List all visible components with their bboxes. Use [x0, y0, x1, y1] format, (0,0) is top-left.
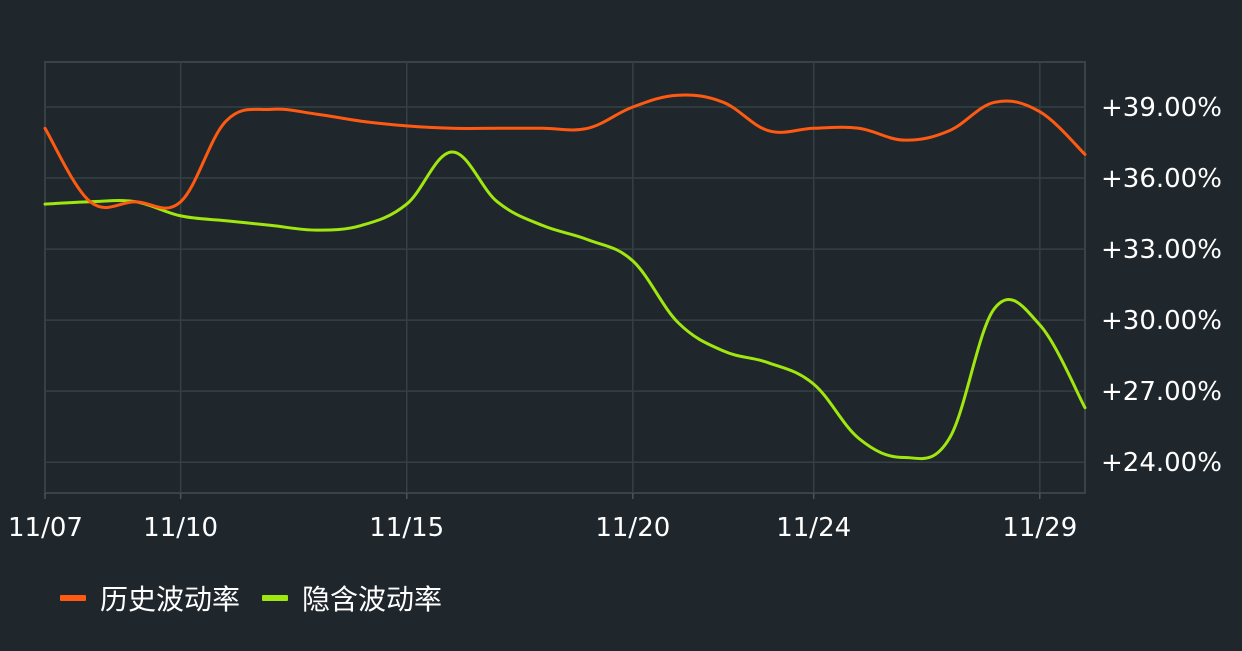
- legend-label-historical: 历史波动率: [100, 583, 241, 616]
- y-tick-label: +27.00%: [1101, 377, 1222, 407]
- y-tick-label: +36.00%: [1101, 164, 1222, 194]
- plot-frame: [44, 61, 1086, 494]
- x-tick-label: 11/20: [595, 513, 670, 543]
- legend-item-implied-volatility[interactable]: 隐含波动率: [262, 578, 442, 618]
- chart-legend: 历史波动率 隐含波动率: [60, 576, 442, 620]
- y-tick-label: +30.00%: [1101, 306, 1222, 336]
- y-tick-label: +24.00%: [1101, 448, 1222, 478]
- x-tick-label: 11/07: [8, 513, 83, 543]
- x-tick-label: 11/29: [1002, 513, 1077, 543]
- legend-swatch-historical: [60, 595, 86, 601]
- x-tick-label: 11/10: [143, 513, 218, 543]
- volatility-chart: +39.00% +36.00% +33.00% +30.00% +27.00% +24.0…: [8, 61, 1222, 543]
- series-line-implied-volatility: [43, 150, 1087, 461]
- legend-item-historical-volatility[interactable]: 历史波动率: [60, 578, 240, 618]
- y-tick-label: +33.00%: [1101, 235, 1222, 265]
- y-tick-label: +39.00%: [1101, 93, 1222, 123]
- chart-svg: +39.00% +36.00% +33.00% +30.00% +27.00% +24.0…: [8, 61, 1222, 543]
- legend-label-implied: 隐含波动率: [302, 583, 443, 616]
- series-line-historical-volatility: [43, 93, 1087, 210]
- x-tick-label: 11/15: [369, 513, 444, 543]
- legend-swatch-implied: [262, 595, 289, 601]
- x-tick-label: 11/24: [776, 513, 851, 543]
